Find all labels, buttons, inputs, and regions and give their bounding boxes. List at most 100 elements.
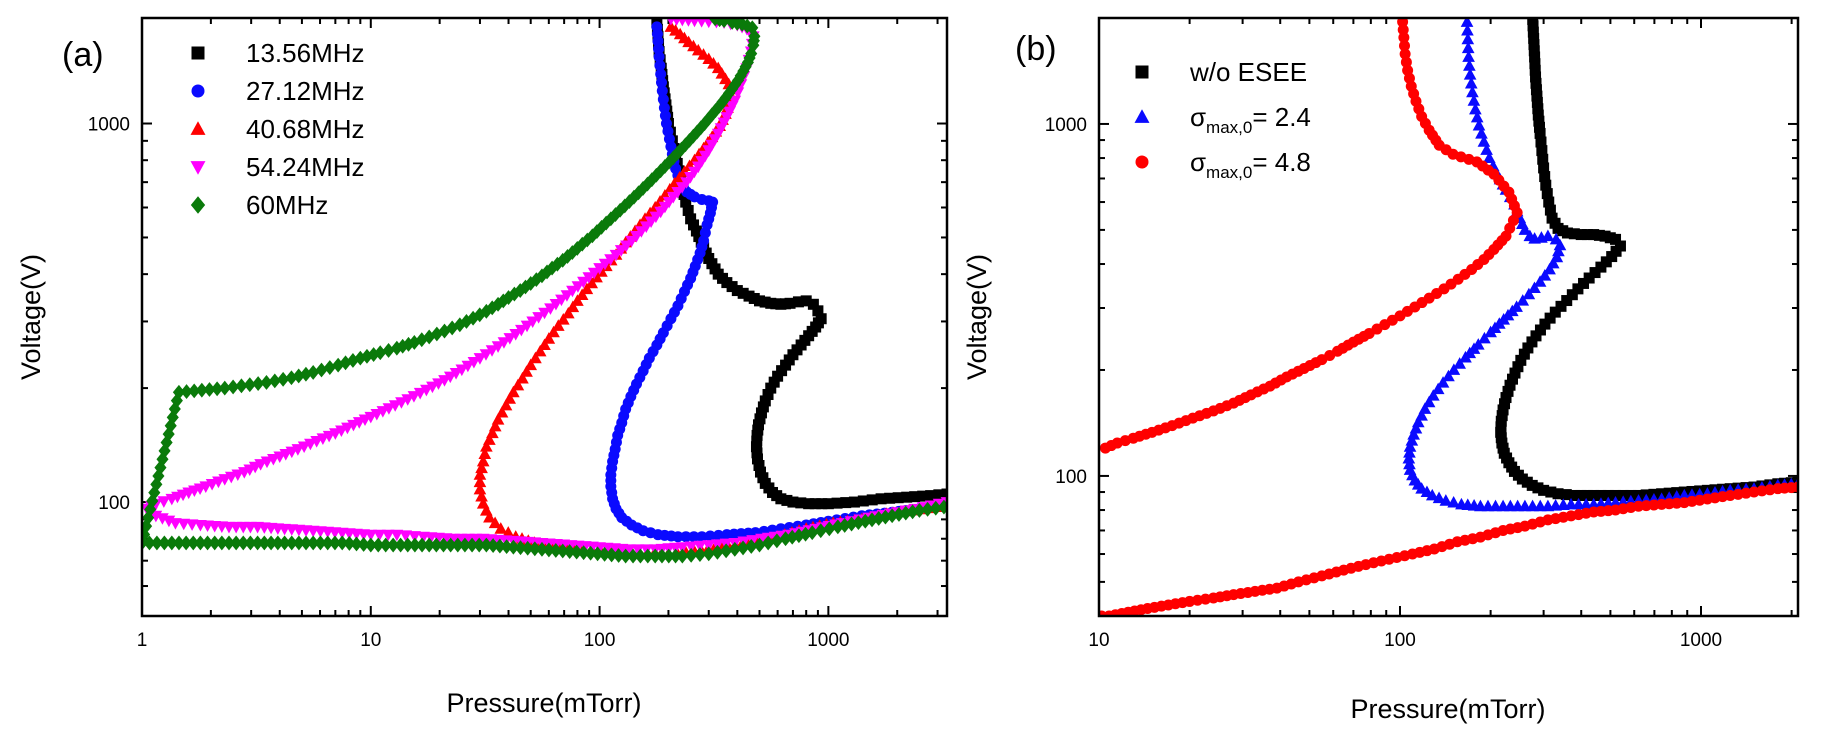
data-point xyxy=(148,485,161,501)
data-point xyxy=(142,518,153,534)
y-tick-label: 1000 xyxy=(1045,115,1087,136)
data-point xyxy=(598,546,611,562)
data-point xyxy=(755,407,767,419)
data-point xyxy=(444,537,457,553)
data-point xyxy=(1477,135,1491,147)
data-point xyxy=(605,547,618,563)
data-point xyxy=(806,525,819,541)
y-tick-label: 100 xyxy=(98,493,130,514)
panel-label: (a) xyxy=(62,36,104,74)
data-point xyxy=(713,529,725,541)
data-point xyxy=(1572,283,1584,295)
data-point xyxy=(732,72,745,88)
data-point xyxy=(307,535,320,551)
data-point xyxy=(556,313,570,325)
data-point xyxy=(577,545,590,561)
data-point xyxy=(1462,50,1475,62)
data-point xyxy=(1466,85,1479,98)
data-point xyxy=(430,326,443,342)
data-point xyxy=(1527,26,1539,38)
data-point xyxy=(507,539,520,555)
data-point xyxy=(1409,421,1423,434)
data-point xyxy=(260,375,273,390)
data-point xyxy=(1453,357,1466,369)
data-point xyxy=(683,18,694,27)
data-point xyxy=(360,348,374,364)
data-point xyxy=(164,418,177,434)
data-point xyxy=(1522,342,1534,354)
data-point xyxy=(1595,489,1607,501)
data-point xyxy=(514,540,527,556)
data-point xyxy=(781,494,793,506)
data-point xyxy=(779,531,792,547)
data-point xyxy=(921,501,934,517)
data-point xyxy=(792,296,804,308)
data-point xyxy=(315,362,328,378)
data-point xyxy=(757,472,769,484)
data-point xyxy=(653,51,665,63)
data-point xyxy=(1431,382,1445,395)
data-point xyxy=(473,468,487,480)
data-point xyxy=(265,535,278,551)
data-point xyxy=(755,533,768,546)
data-point xyxy=(1497,404,1509,416)
data-point xyxy=(160,435,173,450)
data-point xyxy=(388,400,402,412)
data-point xyxy=(401,394,415,406)
data-point xyxy=(1530,77,1542,89)
data-point xyxy=(461,360,475,373)
data-point xyxy=(571,281,585,293)
legend-rest: = 4.8 xyxy=(1252,147,1311,177)
data-point xyxy=(1527,18,1539,26)
data-point xyxy=(1402,64,1414,76)
data-point xyxy=(1528,32,1540,44)
data-point xyxy=(1507,373,1519,385)
data-point xyxy=(1418,402,1432,414)
data-point xyxy=(218,380,231,396)
data-point xyxy=(634,548,647,564)
data-point xyxy=(146,493,159,509)
data-point xyxy=(680,531,692,543)
data-point xyxy=(1535,136,1547,148)
data-point xyxy=(1523,229,1537,242)
data-point xyxy=(584,545,597,561)
data-point xyxy=(745,539,758,554)
data-point xyxy=(1531,90,1543,102)
data-point xyxy=(170,393,183,409)
data-point xyxy=(751,435,763,447)
data-point xyxy=(1534,324,1546,336)
data-point xyxy=(917,490,929,502)
data-point xyxy=(765,382,777,394)
data-point xyxy=(524,358,538,371)
data-point xyxy=(1463,59,1476,71)
data-point xyxy=(1536,145,1548,157)
data-point xyxy=(1502,385,1514,397)
data-point xyxy=(684,541,698,554)
data-point xyxy=(1532,482,1544,494)
data-point xyxy=(560,290,574,302)
data-point xyxy=(696,531,708,543)
data-point xyxy=(563,544,576,559)
data-point xyxy=(252,376,265,392)
series-2 xyxy=(1099,18,1798,616)
data-point xyxy=(566,285,579,298)
data-point xyxy=(865,512,879,528)
data-point xyxy=(937,499,947,515)
data-point xyxy=(451,537,464,553)
data-point xyxy=(1442,369,1455,382)
data-point xyxy=(1541,188,1553,200)
data-point xyxy=(483,433,496,445)
data-point xyxy=(696,18,707,28)
data-point xyxy=(172,535,186,551)
data-point xyxy=(285,535,298,551)
data-point xyxy=(188,383,201,399)
data-point xyxy=(208,535,221,551)
data-point xyxy=(332,357,345,373)
data-point xyxy=(1400,56,1412,68)
data-point xyxy=(157,496,171,508)
data-point xyxy=(1500,392,1512,404)
data-point xyxy=(180,535,193,551)
data-point xyxy=(1545,486,1557,498)
data-point xyxy=(480,440,493,452)
data-point xyxy=(1422,395,1436,408)
